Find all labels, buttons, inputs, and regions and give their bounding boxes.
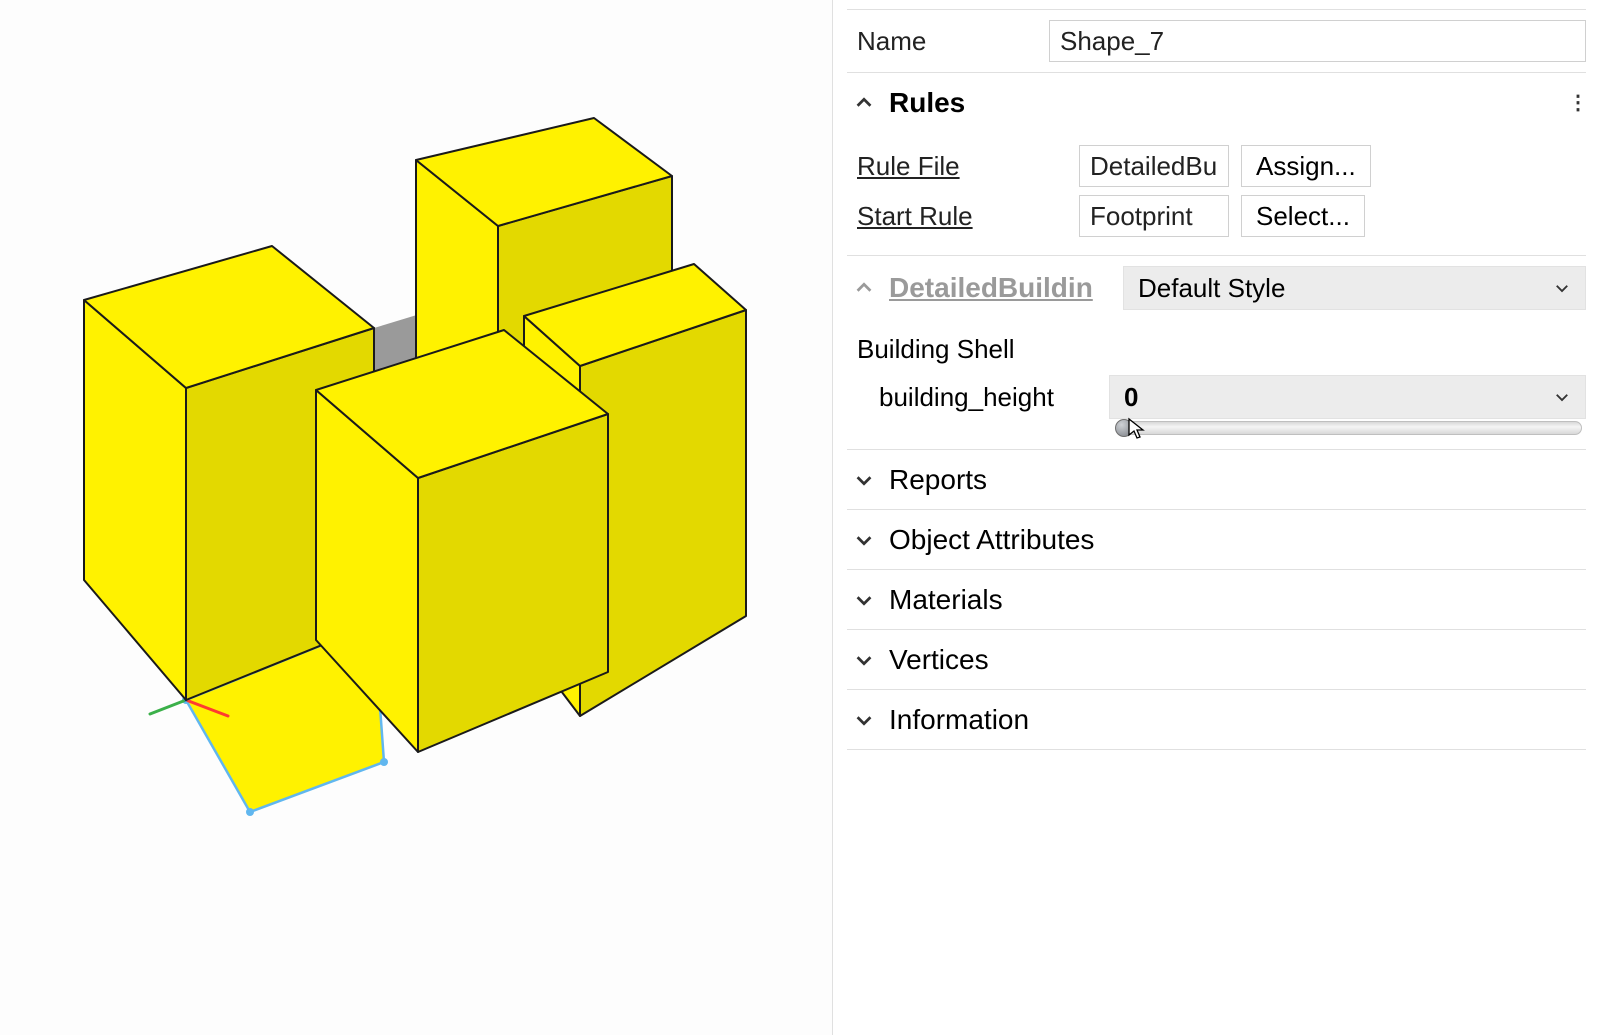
reports-header[interactable]: Reports (847, 450, 1586, 510)
vertices-title: Vertices (889, 644, 1586, 676)
building-height-row: building_height 0 (847, 369, 1586, 419)
more-icon[interactable]: ⋮ (1568, 99, 1586, 107)
chevron-down-icon (853, 589, 875, 611)
building-height-slider[interactable] (847, 419, 1586, 450)
style-dropdown[interactable]: Default Style (1123, 266, 1586, 310)
chevron-down-icon (853, 709, 875, 731)
reports-title: Reports (889, 464, 1586, 496)
name-row: Name (847, 10, 1586, 73)
information-header[interactable]: Information (847, 690, 1586, 750)
start-rule-label[interactable]: Start Rule (857, 201, 1067, 232)
start-rule-input[interactable] (1079, 195, 1229, 237)
viewport-3d[interactable] (0, 0, 832, 1035)
chevron-down-icon (853, 529, 875, 551)
information-title: Information (889, 704, 1586, 736)
scene-svg (0, 0, 832, 1035)
chevron-down-icon (853, 469, 875, 491)
vertices-header[interactable]: Vertices (847, 630, 1586, 690)
detailed-header[interactable]: DetailedBuildin Default Style (847, 256, 1586, 320)
building-shell-label: Building Shell (847, 320, 1586, 369)
building-height-value-box[interactable]: 0 (1109, 375, 1586, 419)
style-value: Default Style (1138, 273, 1285, 304)
inspector-panel: Name Rules ⋮ Rule File Assign... Start R… (832, 0, 1600, 1035)
chevron-up-icon (853, 277, 875, 299)
building-height-value: 0 (1124, 382, 1138, 413)
rules-header[interactable]: Rules ⋮ (847, 73, 1586, 133)
select-button[interactable]: Select... (1241, 195, 1365, 237)
materials-title: Materials (889, 584, 1586, 616)
assign-button[interactable]: Assign... (1241, 145, 1371, 187)
rules-body: Rule File Assign... Start Rule Select... (847, 133, 1586, 256)
slider-track[interactable] (1117, 421, 1582, 435)
object-attributes-header[interactable]: Object Attributes (847, 510, 1586, 570)
name-label: Name (847, 26, 1037, 57)
chevron-down-icon (1553, 273, 1571, 304)
rules-title: Rules (889, 87, 1554, 119)
rule-file-input[interactable] (1079, 145, 1229, 187)
object-attributes-title: Object Attributes (889, 524, 1586, 556)
materials-header[interactable]: Materials (847, 570, 1586, 630)
slider-thumb[interactable] (1115, 419, 1133, 437)
rule-file-label[interactable]: Rule File (857, 151, 1067, 182)
chevron-up-icon (853, 92, 875, 114)
chevron-down-icon (1553, 382, 1571, 413)
name-input[interactable] (1049, 20, 1586, 62)
detailed-title[interactable]: DetailedBuildin (889, 272, 1109, 304)
chevron-down-icon (853, 649, 875, 671)
building-height-label: building_height (879, 382, 1097, 413)
